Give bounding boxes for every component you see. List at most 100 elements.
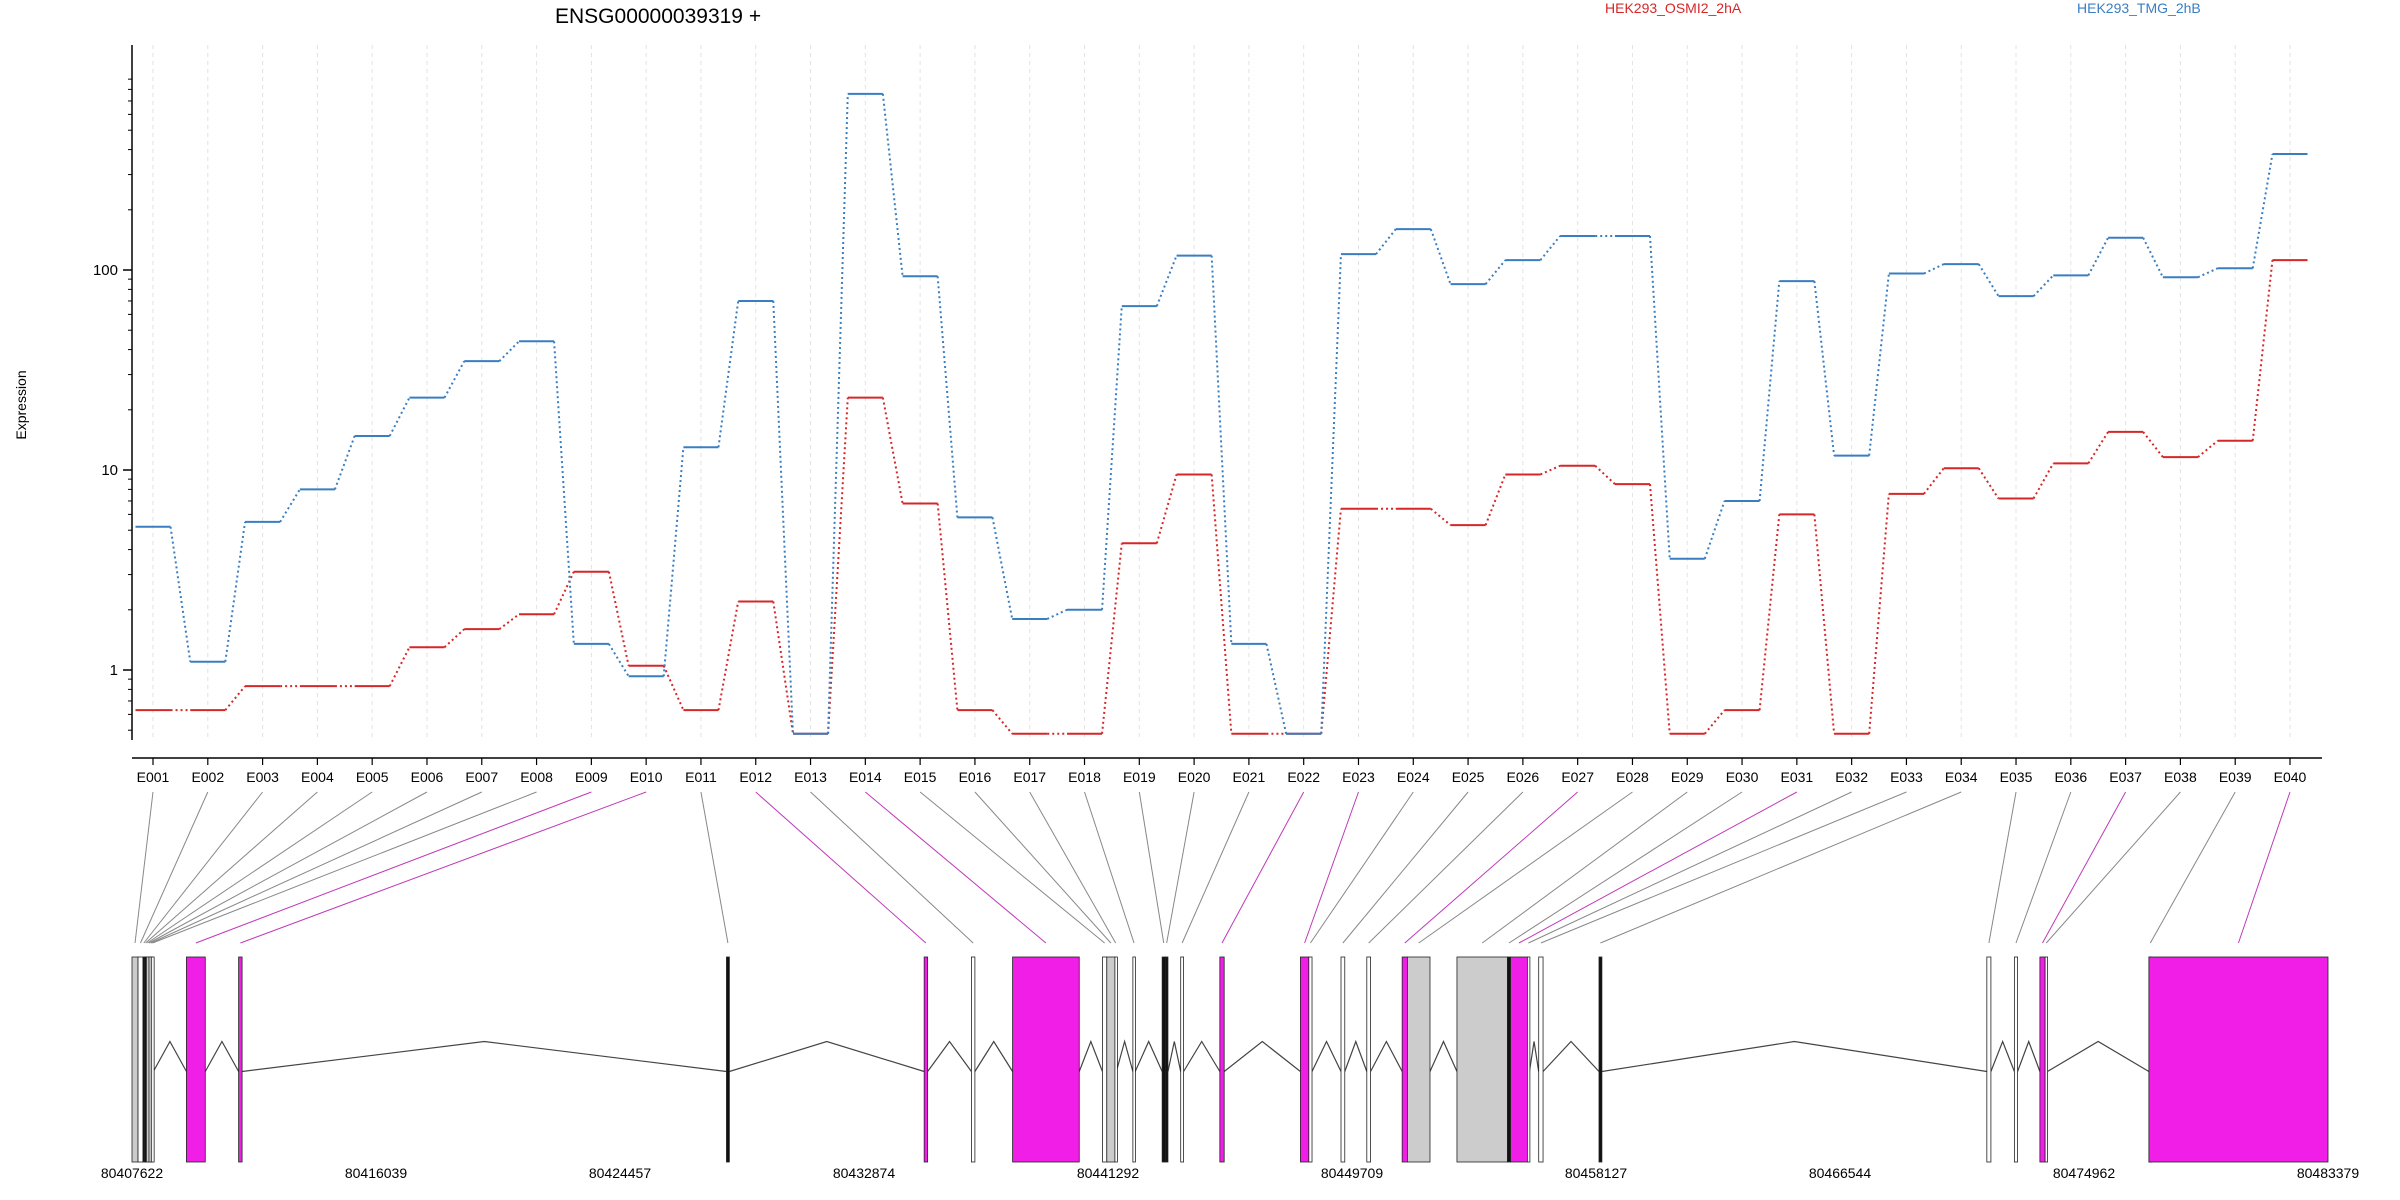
x-tick-label: E040: [2274, 769, 2307, 785]
exon-connector: [2149, 791, 2236, 944]
intron-line: [1223, 1040, 1301, 1072]
intron-line: [729, 1040, 925, 1073]
intron-line: [204, 1040, 240, 1072]
exon-connector: [1084, 791, 1135, 944]
exon-connector: [148, 791, 428, 944]
x-tick-label: E003: [246, 769, 279, 785]
gene-model: [131, 956, 2329, 1163]
legend-entry-series-1: HEK293_OSMI2_2hA: [1605, 0, 1742, 16]
x-tick-label: E020: [1178, 769, 1211, 785]
genomic-tick-label: 80432874: [833, 1165, 896, 1181]
intron-line: [974, 1040, 1014, 1072]
exon-connector: [755, 791, 927, 944]
x-tick-label: E014: [849, 769, 882, 785]
exon-connector: [147, 791, 373, 944]
exon-connector: [195, 791, 592, 944]
x-tick-label: E031: [1780, 769, 1813, 785]
genomic-tick-label: 80458127: [1565, 1165, 1628, 1181]
exon-block: [1012, 956, 1080, 1163]
exon-connector: [1029, 791, 1117, 944]
x-tick-label: E026: [1507, 769, 1540, 785]
exon-connector: [1181, 791, 1250, 944]
exon-connector: [1342, 791, 1469, 944]
y-tick-label: 10: [101, 462, 118, 479]
exon-block: [1132, 956, 1136, 1163]
intron-line: [1344, 1039, 1368, 1072]
exon-connectors: [134, 791, 2291, 944]
x-tick-label: E017: [1013, 769, 1046, 785]
exon-connector: [2237, 791, 2291, 944]
exon-connector: [865, 791, 1047, 944]
x-tick-label: E013: [794, 769, 827, 785]
exon-connector: [1221, 791, 1305, 944]
x-tick-label: E022: [1287, 769, 1320, 785]
x-tick-label: E016: [959, 769, 992, 785]
exon-block: [131, 956, 139, 1163]
intron-line: [1078, 1039, 1104, 1072]
exon-block: [151, 956, 155, 1163]
intron-line: [1542, 1040, 1600, 1072]
exon-block: [971, 956, 976, 1163]
x-tick-label: E007: [465, 769, 498, 785]
series-lines: [135, 92, 2308, 735]
exon-connector: [2045, 791, 2181, 944]
y-axis-label: Expression: [13, 370, 29, 439]
x-tick-label: E008: [520, 769, 553, 785]
x-tick-label: E038: [2164, 769, 2197, 785]
exon-connector: [2042, 791, 2127, 944]
exon-block: [1506, 956, 1511, 1163]
x-tick-label: E018: [1068, 769, 1101, 785]
exon-block: [2039, 956, 2046, 1163]
x-tick-label: E032: [1835, 769, 1868, 785]
exon-connector: [1518, 791, 1798, 944]
y-axis: 1 10 100: [93, 45, 133, 740]
exon-connector: [1310, 791, 1414, 944]
x-tick-label: E027: [1561, 769, 1594, 785]
genomic-axis: 80407622 80416039 80424457 80432874 80441292…: [101, 1165, 2360, 1181]
exon-block: [1340, 956, 1346, 1163]
exon-connector: [919, 791, 1105, 944]
exon-connector: [1304, 791, 1359, 944]
exon-connector: [1481, 791, 1688, 944]
exon-block: [1526, 956, 1531, 1163]
exon-connector: [2015, 791, 2072, 944]
legend-entry-series-2: HEK293_TMG_2hB: [2077, 0, 2201, 16]
exon-connector: [145, 791, 318, 944]
intron-line: [1528, 1041, 1540, 1072]
x-tick-label: E030: [1726, 769, 1759, 785]
y-tick-label: 100: [93, 262, 118, 279]
series-connector-1: [170, 260, 2274, 735]
genomic-tick-label: 80441292: [1077, 1165, 1140, 1181]
genomic-tick-label: 80483379: [2297, 1165, 2360, 1181]
exon-block: [1510, 956, 1528, 1163]
x-tick-label: E033: [1890, 769, 1923, 785]
x-tick-label: E012: [739, 769, 772, 785]
exon-block: [1456, 956, 1508, 1163]
exon-connector: [134, 791, 154, 944]
exon-connector: [700, 791, 729, 944]
exon-connector: [1528, 791, 1852, 944]
exon-connector: [1540, 791, 1907, 944]
intron-line: [1370, 1040, 1403, 1072]
chart-title: ENSG00000039319 +: [555, 5, 761, 28]
exon-connector: [150, 791, 482, 944]
exon-connector: [1404, 791, 1578, 944]
series-line-2: [135, 92, 2308, 735]
x-tick-label: E028: [1616, 769, 1649, 785]
exon-block: [1366, 956, 1371, 1163]
intron-line: [1990, 1039, 2015, 1072]
grid-lines: [152, 45, 2291, 740]
x-tick-label: E036: [2054, 769, 2087, 785]
exon-connector: [143, 791, 263, 944]
exon-connector: [152, 791, 537, 944]
x-tick-label: E006: [411, 769, 444, 785]
exon-block: [1102, 956, 1108, 1163]
intron-line: [2017, 1039, 2041, 1072]
x-tick-label: E039: [2219, 769, 2252, 785]
x-tick-label: E001: [137, 769, 170, 785]
exon-block: [1180, 956, 1185, 1163]
x-tick-label: E019: [1123, 769, 1156, 785]
exon-connector: [1138, 791, 1165, 944]
genomic-tick-label: 80407622: [101, 1165, 164, 1181]
